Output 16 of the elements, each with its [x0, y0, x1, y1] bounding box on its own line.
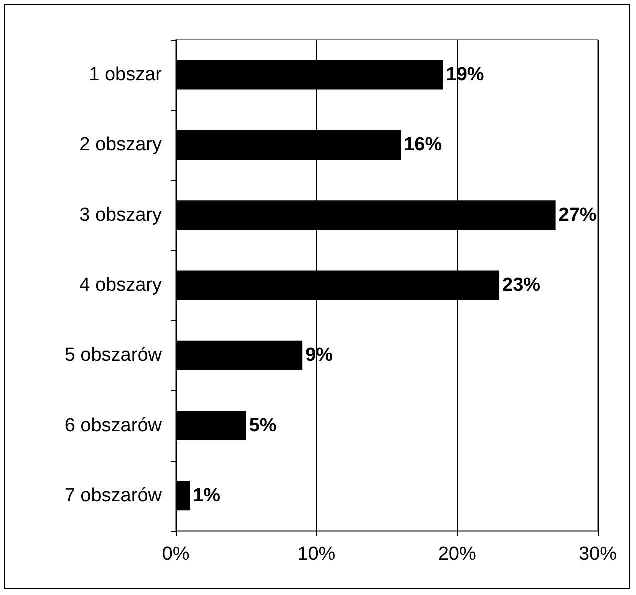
x-tick-label: 20% — [438, 544, 476, 565]
data-label: 23% — [502, 275, 541, 296]
x-tick-label: 0% — [162, 544, 190, 565]
y-tick-label: 3 obszary — [80, 204, 162, 226]
x-tick-label: 10% — [298, 544, 336, 565]
data-label: 1% — [193, 485, 221, 506]
y-tick-label: 4 obszary — [80, 275, 162, 296]
data-label: 27% — [558, 204, 597, 226]
y-tick-label: 1 obszar — [89, 64, 163, 86]
data-label: 16% — [404, 134, 442, 156]
y-tick-label: 7 obszarów — [64, 485, 162, 506]
x-tick-label: 30% — [578, 544, 618, 565]
y-tick-label: 6 obszarów — [64, 415, 162, 436]
y-tick-label: 2 obszary — [80, 134, 162, 156]
y-tick-label: 5 obszarów — [64, 345, 162, 366]
data-label: 5% — [249, 415, 277, 436]
